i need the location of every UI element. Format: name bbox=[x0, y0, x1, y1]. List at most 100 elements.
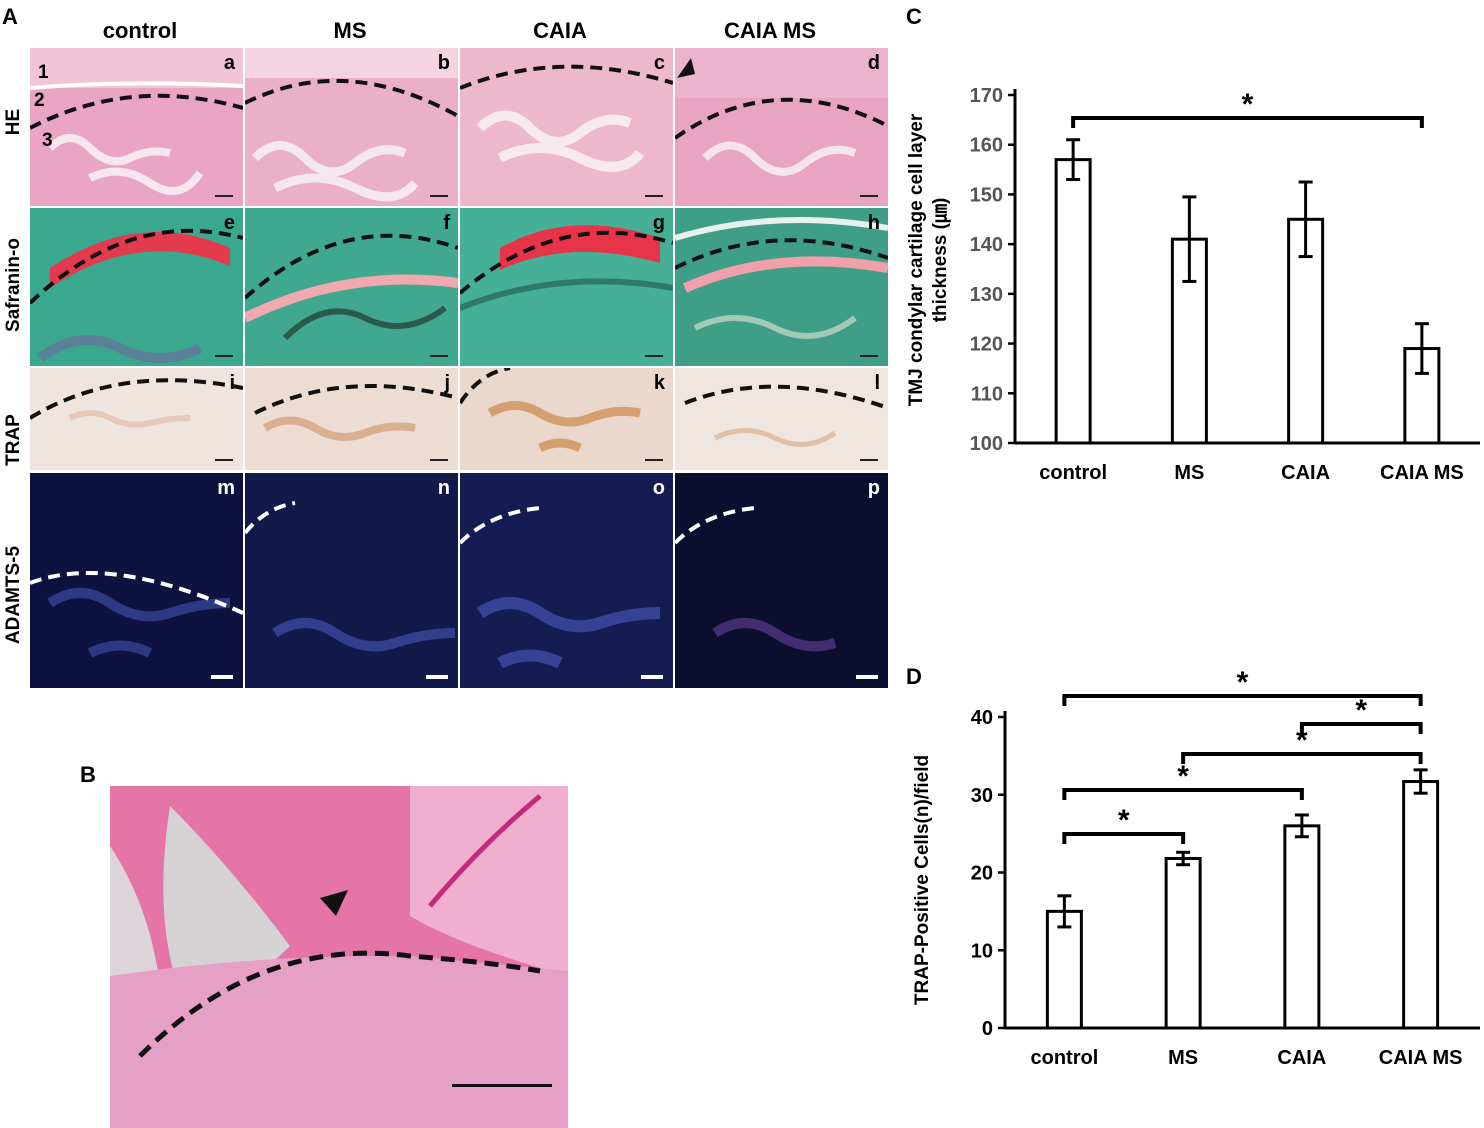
scale-bar bbox=[860, 195, 878, 197]
y-axis-label-unit: thickness (㎛) bbox=[930, 198, 951, 323]
micrograph-adamts5-control: m bbox=[30, 473, 243, 688]
panel-label-d: D bbox=[906, 664, 922, 689]
column-header-caia: CAIA bbox=[533, 18, 587, 43]
micrograph-safranin-ms: f bbox=[245, 208, 458, 366]
tile-label-b: b bbox=[437, 52, 450, 74]
x-tick-label: MS bbox=[1174, 462, 1204, 484]
y-axis-label: TRAP-Positive Cells(n)/field bbox=[912, 755, 933, 1005]
scale-bar bbox=[641, 675, 663, 679]
scale-bar bbox=[645, 459, 663, 461]
micrograph-he-caia-ms: d bbox=[675, 48, 888, 206]
significance-star: * bbox=[1296, 724, 1308, 757]
scale-bar bbox=[430, 355, 448, 357]
micrograph-adamts5-caia: o bbox=[460, 473, 673, 688]
y-tick-label: 40 bbox=[971, 707, 993, 729]
y-tick-label: 30 bbox=[971, 785, 993, 807]
tile-label-i: i bbox=[229, 372, 235, 394]
scale-bar bbox=[856, 675, 878, 679]
micrograph-trap-control: i bbox=[30, 368, 243, 470]
scale-bar bbox=[215, 459, 233, 461]
significance-star: * bbox=[1118, 804, 1130, 837]
scale-bar bbox=[860, 355, 878, 357]
micrograph-trap-ms: j bbox=[245, 368, 458, 470]
layer-label-3: 3 bbox=[42, 130, 53, 151]
significance-star: * bbox=[1242, 88, 1254, 121]
bar-caia bbox=[1283, 824, 1321, 1030]
micrograph-he-caia: c bbox=[460, 48, 673, 206]
x-tick-label: control bbox=[1039, 462, 1107, 484]
tile-label-m: m bbox=[217, 477, 235, 499]
tile-label-n: n bbox=[437, 477, 450, 499]
y-tick-label: 160 bbox=[970, 135, 1003, 157]
panel-label-a: A bbox=[2, 4, 18, 29]
y-axis-label: TMJ condylar cartilage cell layer bbox=[906, 113, 927, 406]
micrograph-safranin-control: e bbox=[30, 208, 243, 366]
y-tick-label: 20 bbox=[971, 863, 993, 885]
scale-bar bbox=[215, 355, 233, 357]
tile-label-f: f bbox=[443, 212, 450, 234]
tile-label-l: l bbox=[874, 372, 880, 394]
bar-control bbox=[1054, 158, 1092, 445]
micrograph-he-magnified bbox=[110, 786, 568, 1128]
tile-label-h: h bbox=[867, 212, 880, 234]
y-tick-label: 0 bbox=[982, 1018, 993, 1040]
scale-bar bbox=[860, 459, 878, 461]
y-tick-label: 130 bbox=[970, 284, 1003, 306]
scale-bar bbox=[215, 195, 233, 197]
x-tick-label: CAIA bbox=[1277, 1047, 1326, 1069]
bar-control bbox=[1045, 909, 1083, 1030]
panel-label-b: B bbox=[80, 762, 96, 787]
micrograph-he-control: a 1 2 3 bbox=[30, 48, 243, 206]
bar-ms bbox=[1164, 857, 1202, 1030]
scale-bar bbox=[645, 195, 663, 197]
chart-trap-positive-cells: TRAP-Positive Cells(n)/field 0 10 20 30 40 co… bbox=[912, 666, 1480, 1069]
micrograph-safranin-caia: g bbox=[460, 208, 673, 366]
y-tick-label: 120 bbox=[970, 334, 1003, 356]
tile-label-g: g bbox=[652, 212, 665, 234]
x-tick-label: control bbox=[1030, 1047, 1098, 1069]
scale-bar bbox=[452, 1084, 552, 1087]
arrowhead-icon bbox=[677, 58, 695, 78]
tile-label-j: j bbox=[444, 372, 450, 394]
scale-bar bbox=[430, 195, 448, 197]
y-tick-label: 100 bbox=[970, 433, 1003, 455]
panel-label-c: C bbox=[906, 4, 922, 29]
tile-label-p: p bbox=[867, 477, 880, 499]
x-tick-label: CAIA MS bbox=[1380, 462, 1464, 484]
x-tick-label: CAIA bbox=[1281, 462, 1330, 484]
column-header-caia-ms: CAIA MS bbox=[723, 18, 817, 43]
x-tick-label: CAIA MS bbox=[1379, 1047, 1463, 1069]
y-tick-label: 170 bbox=[970, 85, 1003, 107]
scale-bar bbox=[430, 459, 448, 461]
significance-star: * bbox=[1177, 760, 1189, 793]
chart-cartilage-thickness: TMJ condylar cartilage cell layer thickn… bbox=[906, 85, 1480, 484]
tile-label-k: k bbox=[653, 372, 665, 394]
scale-bar bbox=[645, 355, 663, 357]
micrograph-he-ms: b bbox=[245, 48, 458, 206]
micrograph-trap-caia: k bbox=[460, 368, 673, 470]
column-header-control: control bbox=[102, 18, 178, 43]
micrograph-adamts5-caia-ms: p bbox=[675, 473, 888, 688]
arrowhead-icon bbox=[320, 890, 348, 916]
significance-star: * bbox=[1355, 694, 1367, 727]
y-tick-label: 110 bbox=[971, 383, 1003, 405]
tile-label-d: d bbox=[867, 52, 880, 74]
tile-label-c: c bbox=[653, 52, 665, 74]
y-tick-label: 150 bbox=[970, 184, 1003, 206]
tile-label-o: o bbox=[652, 477, 665, 499]
micrograph-safranin-caia-ms: h bbox=[675, 208, 888, 366]
significance-star: * bbox=[1237, 666, 1249, 699]
tile-label-e: e bbox=[223, 212, 235, 234]
column-header-ms: MS bbox=[333, 18, 367, 43]
y-tick-label: 140 bbox=[970, 234, 1003, 256]
y-tick-label: 10 bbox=[971, 940, 993, 962]
bar-caia-ms bbox=[1403, 347, 1441, 445]
bar-caia-ms bbox=[1402, 780, 1440, 1030]
scale-bar bbox=[211, 675, 233, 679]
tile-label-a: a bbox=[223, 52, 235, 74]
layer-label-2: 2 bbox=[34, 90, 45, 111]
x-tick-label: MS bbox=[1168, 1047, 1198, 1069]
micrograph-adamts5-ms: n bbox=[245, 473, 458, 688]
scale-bar bbox=[426, 675, 448, 679]
